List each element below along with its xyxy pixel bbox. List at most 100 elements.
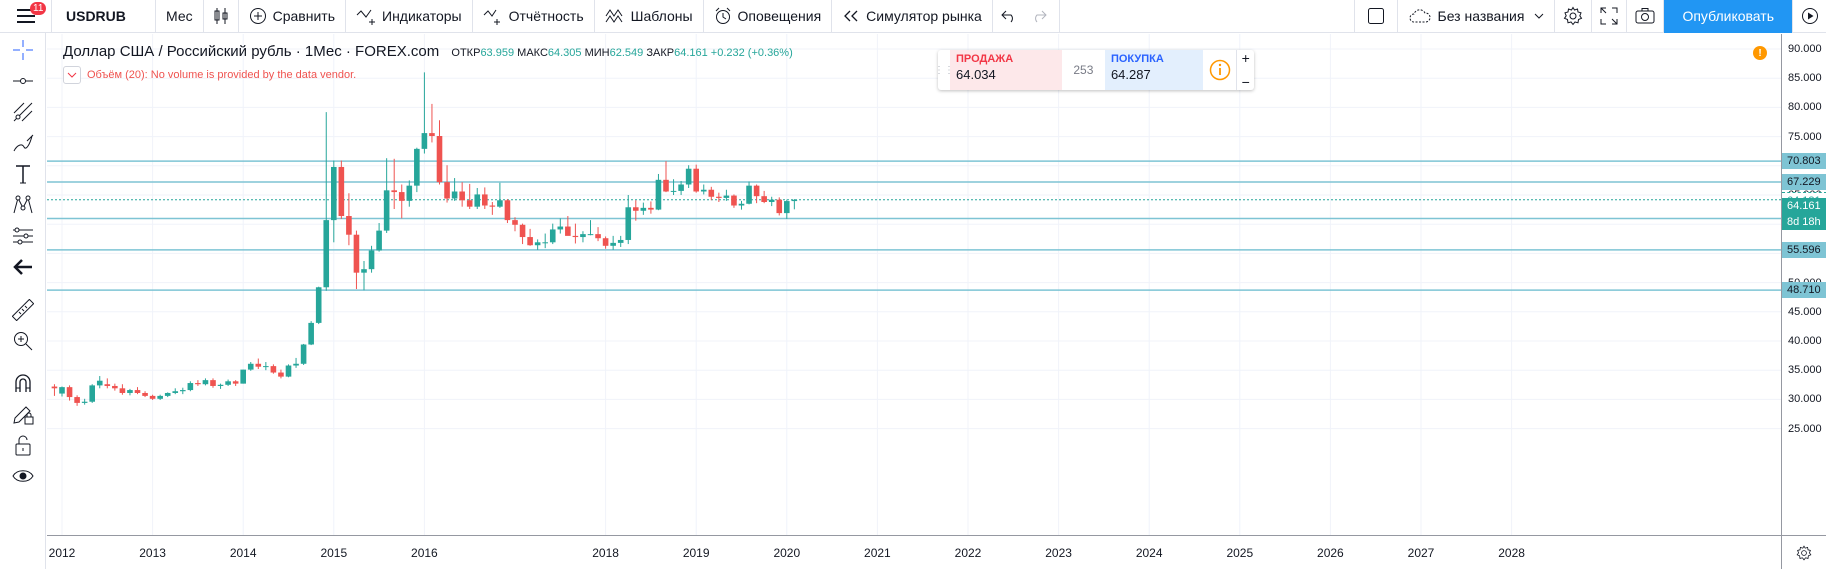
redo-button[interactable] bbox=[1025, 0, 1060, 33]
last-price-value: 64.161 bbox=[1787, 199, 1821, 212]
fullscreen-button[interactable] bbox=[1592, 0, 1628, 33]
increase-button[interactable]: + bbox=[1241, 50, 1250, 66]
stay-in-drawing-tool[interactable] bbox=[8, 399, 38, 429]
magnet-tool[interactable] bbox=[8, 368, 38, 398]
layout-name-label: Без названия bbox=[1437, 8, 1525, 24]
candle-body bbox=[172, 391, 179, 393]
hide-drawings-tool[interactable] bbox=[8, 461, 38, 491]
plus-circle-icon bbox=[249, 7, 267, 25]
time-tick-label: 2024 bbox=[1135, 546, 1163, 560]
chart-pane[interactable] bbox=[47, 34, 1781, 535]
indicators-button[interactable]: Индикаторы bbox=[346, 0, 473, 33]
pitchfork-tool[interactable] bbox=[8, 97, 38, 127]
candle-body bbox=[232, 381, 239, 384]
candle-body bbox=[338, 166, 345, 217]
candle-body bbox=[784, 201, 790, 214]
settings-button[interactable] bbox=[1555, 0, 1593, 33]
candle-body bbox=[368, 250, 375, 270]
candle-body bbox=[142, 392, 148, 396]
brush-tool[interactable] bbox=[8, 128, 38, 158]
fullscreen-layout-button[interactable] bbox=[1353, 0, 1398, 33]
gear-icon bbox=[1564, 6, 1583, 26]
publish-button[interactable]: Опубликовать bbox=[1664, 0, 1792, 33]
low-label: МИН bbox=[584, 47, 610, 59]
report-button[interactable]: Отчётность bbox=[473, 0, 595, 33]
time-tick-label: 2026 bbox=[1317, 546, 1344, 560]
sell-button[interactable]: ПРОДАЖА 64.034 bbox=[950, 50, 1062, 90]
snapshot-button[interactable] bbox=[1627, 0, 1665, 33]
lock-drawings-tool[interactable] bbox=[8, 430, 38, 460]
candle-body bbox=[716, 196, 722, 198]
buy-label: ПОКУПКА bbox=[1110, 53, 1164, 65]
chart-style-button[interactable] bbox=[204, 0, 239, 33]
bar-countdown: 8d 18h bbox=[1787, 215, 1821, 228]
candle-body bbox=[678, 184, 684, 191]
ruler-lines-icon bbox=[13, 227, 33, 245]
ohlc-values: ОТКР63.959 МАКС64.305 МИН62.549 ЗАКР64.1… bbox=[451, 47, 792, 59]
trend-line-tool[interactable] bbox=[8, 66, 38, 96]
trade-info-button[interactable] bbox=[1203, 50, 1236, 90]
candle-body bbox=[685, 168, 692, 185]
interval-button[interactable]: Мес bbox=[156, 0, 204, 33]
candle-body bbox=[74, 397, 80, 403]
drag-handle[interactable]: ⋮⋮ bbox=[934, 64, 954, 76]
price-tick-label: 90.000 bbox=[1788, 43, 1822, 55]
candle-body bbox=[527, 237, 533, 246]
candle-body bbox=[315, 287, 322, 323]
decrease-button[interactable]: − bbox=[1241, 74, 1250, 90]
measure-tool[interactable] bbox=[8, 295, 38, 325]
time-tick-label: 2025 bbox=[1226, 546, 1254, 560]
series-title[interactable]: Доллар США / Российский рубль · 1Мес · F… bbox=[63, 43, 440, 60]
candle-body bbox=[210, 380, 216, 386]
prediction-tool[interactable] bbox=[8, 221, 38, 251]
symbol-search-button[interactable]: USDRUB bbox=[52, 0, 156, 33]
candle-body bbox=[602, 238, 609, 246]
candle-body bbox=[617, 239, 624, 243]
close-label: ЗАКР bbox=[646, 47, 675, 59]
warning-badge[interactable]: ! bbox=[1753, 46, 1767, 60]
candle-body bbox=[285, 365, 292, 377]
candle-body bbox=[421, 133, 428, 149]
level-price-tag: 67.229 bbox=[1782, 173, 1826, 190]
candle-body bbox=[466, 200, 473, 207]
templates-button[interactable]: Шаблоны bbox=[595, 0, 704, 33]
level-price-tag: 70.803 bbox=[1782, 153, 1826, 170]
quantity-controls: + − bbox=[1236, 50, 1254, 90]
candle-body bbox=[791, 199, 798, 202]
time-tick-label: 2015 bbox=[320, 546, 348, 560]
high-value: 64.305 bbox=[547, 47, 582, 59]
zoom-tool[interactable] bbox=[8, 326, 38, 356]
replay-button[interactable]: Симулятор рынка bbox=[832, 0, 993, 33]
alerts-button[interactable]: Оповещения bbox=[704, 0, 833, 33]
candle-body bbox=[753, 185, 760, 197]
pattern-tool[interactable] bbox=[8, 190, 38, 220]
candle-body bbox=[112, 385, 118, 389]
candle-body bbox=[459, 191, 465, 201]
crosshair-tool[interactable] bbox=[8, 35, 38, 65]
price-chart[interactable] bbox=[47, 34, 1781, 535]
candle-body bbox=[655, 179, 662, 210]
candle-body bbox=[127, 390, 133, 393]
buy-button[interactable]: ПОКУПКА 64.287 bbox=[1104, 50, 1204, 90]
candle-body bbox=[278, 372, 284, 377]
back-arrow-tool[interactable] bbox=[8, 252, 38, 282]
collapse-legend-button[interactable] bbox=[63, 66, 81, 84]
replay-play-button[interactable] bbox=[1792, 0, 1826, 33]
undo-button[interactable] bbox=[993, 0, 1025, 33]
scale-settings-button[interactable] bbox=[1781, 535, 1826, 569]
arrow-left-icon bbox=[13, 259, 32, 275]
buy-sell-widget: ⋮⋮ ПРОДАЖА 64.034 253 ПОКУПКА 64.287 + − bbox=[934, 50, 1254, 90]
text-tool[interactable] bbox=[8, 159, 38, 189]
time-tick-label: 2028 bbox=[1498, 546, 1525, 560]
time-scale[interactable]: 2012 2013 2014 2015 2016 2018 2019 2020 2021 2022… bbox=[47, 535, 1781, 569]
layout-name-button[interactable]: Без названия bbox=[1398, 0, 1556, 33]
candle-body bbox=[595, 234, 601, 239]
candle-body bbox=[557, 226, 564, 230]
price-tick-label: 75.000 bbox=[1788, 130, 1822, 143]
compare-button[interactable]: Сравнить bbox=[239, 0, 346, 33]
info-icon bbox=[1209, 59, 1230, 81]
main-menu-button[interactable]: 11 bbox=[0, 0, 52, 33]
price-scale[interactable]: 90.00085.00080.00075.00070.00065.00060.0… bbox=[1781, 34, 1826, 535]
candle-body bbox=[731, 195, 737, 206]
text-icon bbox=[16, 165, 30, 184]
